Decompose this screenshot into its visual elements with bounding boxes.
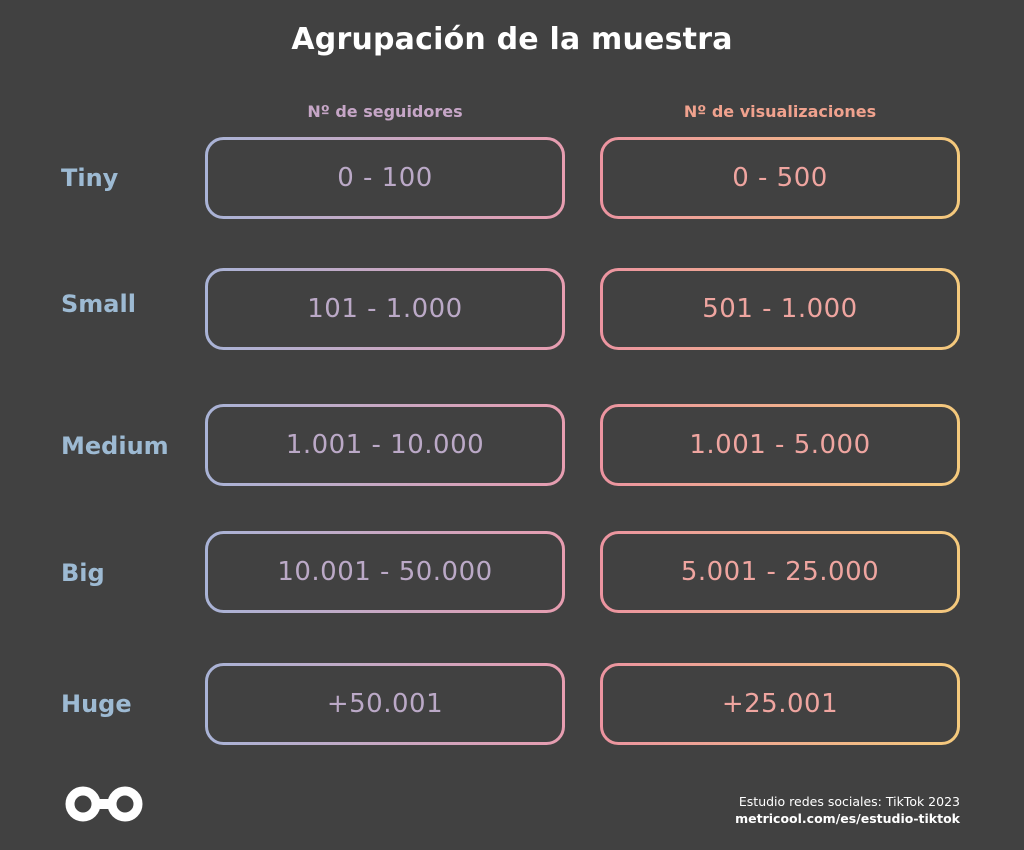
- cell-big-views: 5.001 - 25.000: [600, 531, 960, 613]
- cell-medium-followers: 1.001 - 10.000: [205, 404, 565, 486]
- cell-huge-followers: +50.001: [205, 663, 565, 745]
- column-header-views: Nº de visualizaciones: [683, 102, 877, 121]
- cell-medium-views: 1.001 - 5.000: [600, 404, 960, 486]
- cell-big-followers: 10.001 - 50.000: [205, 531, 565, 613]
- row-label-tiny: Tiny: [61, 164, 119, 192]
- cell-value: +50.001: [326, 689, 444, 719]
- footer-url: metricool.com/es/estudio-tiktok: [735, 811, 960, 826]
- column-header-followers: Nº de seguidores: [307, 102, 463, 121]
- row-label-big: Big: [61, 559, 105, 587]
- metricool-infinity-logo-icon: [65, 786, 143, 822]
- cell-value: 0 - 500: [732, 163, 828, 193]
- page-title: Agrupación de la muestra: [291, 22, 733, 57]
- cell-value: +25.001: [721, 689, 839, 719]
- cell-tiny-views: 0 - 500: [600, 137, 960, 219]
- cell-small-followers: 101 - 1.000: [205, 268, 565, 350]
- cell-value: 5.001 - 25.000: [680, 557, 880, 587]
- cell-tiny-followers: 0 - 100: [205, 137, 565, 219]
- row-label-medium: Medium: [61, 432, 169, 460]
- cell-huge-views: +25.001: [600, 663, 960, 745]
- footer: Estudio redes sociales: TikTok 2023 metr…: [735, 793, 960, 827]
- cell-value: 1.001 - 5.000: [689, 430, 871, 460]
- row-label-small: Small: [61, 290, 136, 318]
- cell-value: 0 - 100: [337, 163, 433, 193]
- cell-value: 101 - 1.000: [307, 294, 463, 324]
- cell-value: 10.001 - 50.000: [277, 557, 493, 587]
- row-label-huge: Huge: [61, 690, 132, 718]
- footer-source: Estudio redes sociales: TikTok 2023: [738, 794, 960, 809]
- cell-value: 501 - 1.000: [702, 294, 858, 324]
- cell-small-views: 501 - 1.000: [600, 268, 960, 350]
- cell-value: 1.001 - 10.000: [285, 430, 485, 460]
